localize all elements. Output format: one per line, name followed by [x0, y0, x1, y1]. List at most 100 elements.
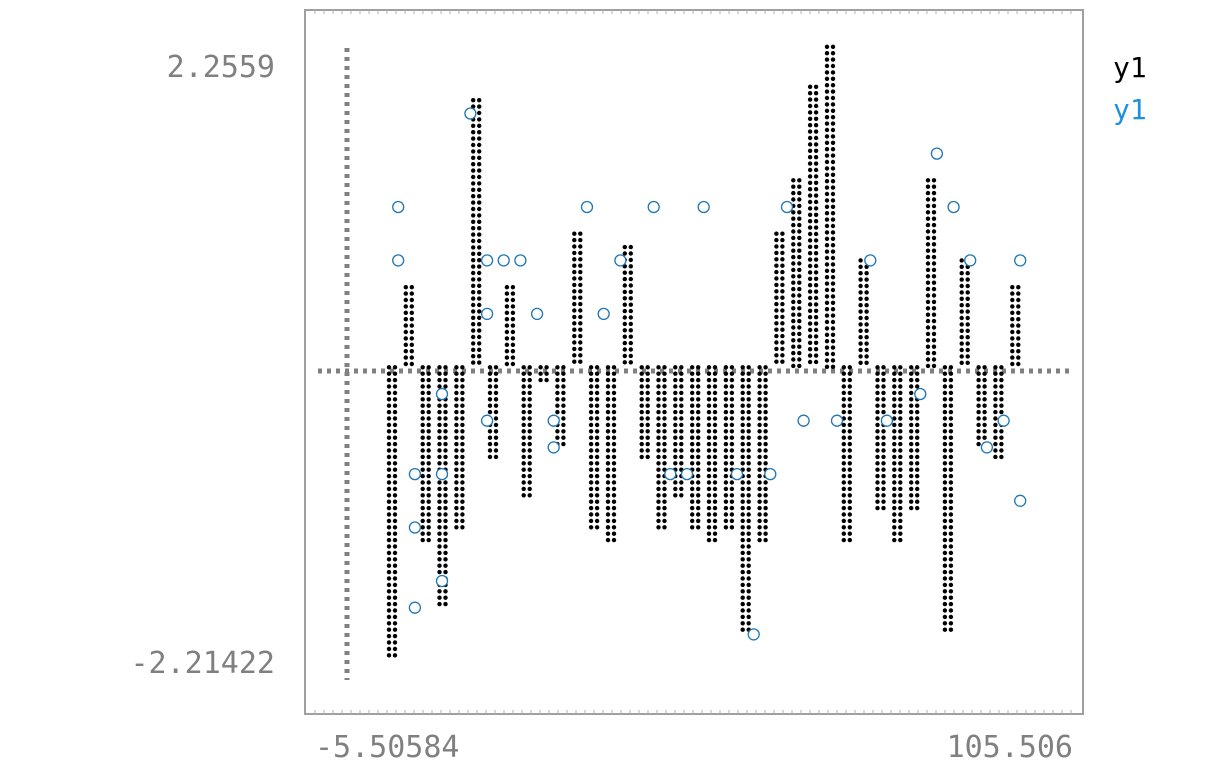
data-point-dot [460, 512, 465, 517]
data-point-dot [807, 289, 813, 294]
data-point-circle [980, 441, 994, 454]
data-point-dot [797, 216, 802, 221]
data-point-dot [813, 257, 819, 262]
data-point-dot [443, 384, 448, 389]
data-point-dot [656, 454, 661, 460]
data-point-dot [847, 461, 852, 466]
data-point-dot [797, 235, 802, 241]
data-point-dot [830, 121, 836, 126]
data-point-dot [864, 322, 869, 327]
data-point-dot [639, 397, 644, 402]
data-point-dot [757, 467, 762, 472]
data-point-dot [611, 499, 617, 504]
data-point-dot [813, 353, 819, 358]
data-point-dot [774, 346, 779, 352]
data-point-dot [807, 129, 813, 134]
data-point-dot [824, 262, 830, 267]
data-point-dot [527, 461, 532, 466]
data-point-dot [723, 518, 729, 524]
data-point-dot [712, 371, 718, 376]
data-point-dot [712, 416, 718, 421]
data-point-dot [656, 403, 661, 408]
data-point-dot [931, 216, 937, 221]
data-point-dot [409, 349, 414, 354]
data-point-dot [679, 416, 684, 421]
data-point-dot [729, 377, 735, 383]
data-point-dot [690, 371, 695, 376]
data-point-dot [437, 384, 442, 389]
data-point-dot [965, 335, 970, 340]
data-point-dot [824, 268, 830, 273]
data-point-dot [510, 336, 516, 341]
data-point-dot [948, 441, 954, 447]
data-point-dot [813, 219, 819, 224]
data-point-circle [597, 307, 610, 321]
data-point-dot [763, 384, 768, 389]
data-point-dot [588, 422, 594, 428]
data-point-dot [892, 448, 897, 453]
data-point-dot [527, 371, 532, 376]
data-point-dot [392, 627, 398, 632]
data-point-dot [830, 300, 836, 305]
data-point-dot [712, 531, 718, 536]
data-point-dot [588, 390, 594, 396]
data-point-dot [611, 377, 617, 383]
data-point-dot [588, 416, 594, 421]
data-point-dot [898, 384, 903, 389]
y-tick-label-top: 2.2559 [167, 50, 275, 85]
data-point-dot [696, 512, 701, 517]
data-point-dot [588, 512, 594, 517]
data-point-dot [572, 308, 577, 313]
data-point-dot [504, 361, 510, 367]
data-point-dot [813, 206, 819, 211]
data-point-dot [959, 296, 964, 301]
data-point-dot [847, 486, 852, 492]
data-point-dot [706, 537, 712, 543]
data-point-dot [729, 429, 735, 434]
data-point-dot [925, 338, 931, 343]
data-point-dot [746, 531, 751, 536]
data-point-dot [746, 576, 751, 581]
data-point-dot [673, 397, 678, 402]
data-point-dot [892, 454, 897, 460]
data-point-dot [1016, 310, 1021, 315]
data-point-dot [942, 397, 948, 402]
data-point-dot [740, 505, 745, 511]
data-point-dot [471, 341, 476, 346]
data-point-dot [594, 371, 600, 376]
data-point-dot [824, 95, 830, 101]
data-point-dot [740, 608, 745, 613]
data-point-dot [679, 493, 684, 498]
data-point-dot [780, 333, 785, 339]
data-point-dot [662, 518, 667, 524]
data-point-dot [696, 441, 701, 447]
data-point-dot [909, 461, 914, 466]
data-point-dot [460, 441, 465, 447]
data-point-dot [493, 448, 499, 453]
data-point-dot [723, 473, 729, 479]
data-point-dot [898, 499, 903, 504]
data-point-dot [639, 429, 644, 434]
data-point-dot [841, 473, 846, 479]
data-point-dot [443, 525, 448, 530]
data-point-dot [931, 248, 937, 253]
data-point-dot [386, 429, 392, 434]
data-point-dot [925, 184, 931, 189]
data-point-dot [1010, 329, 1015, 335]
data-point-dot [493, 384, 499, 389]
data-point-dot [588, 505, 594, 511]
data-point-dot [797, 350, 802, 356]
data-point-dot [830, 172, 836, 177]
data-point-dot [392, 467, 398, 472]
data-point-dot [746, 557, 751, 562]
data-point-dot [572, 231, 577, 236]
data-point-dot [628, 353, 633, 359]
data-point-dot [948, 409, 954, 415]
data-point-dot [521, 461, 526, 466]
data-point-dot [454, 454, 459, 460]
data-point-dot [426, 525, 431, 530]
data-point-dot [712, 435, 718, 440]
data-point-dot [656, 377, 661, 383]
data-point-dot [757, 448, 762, 453]
data-point-dot [824, 211, 830, 216]
